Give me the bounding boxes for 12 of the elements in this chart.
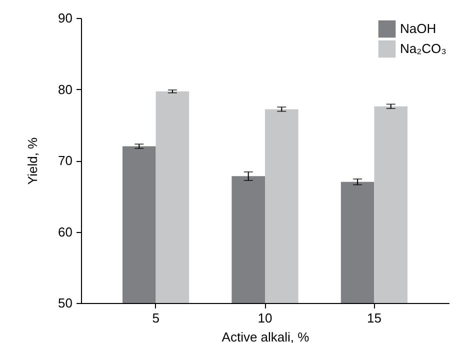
x-axis-title: Active alkali, % — [222, 330, 310, 343]
y-tick-label: 70 — [58, 153, 72, 168]
x-tick-label: 15 — [366, 310, 382, 326]
x-tick-label: 10 — [258, 310, 272, 326]
legend-label: Na₂CO₃ — [400, 41, 446, 56]
y-tick-label: 60 — [58, 224, 72, 240]
y-axis-title: Yield, % — [25, 136, 40, 185]
x-tick-label: 5 — [152, 310, 160, 326]
y-tick-label: 50 — [58, 296, 72, 310]
legend-label: NaOH — [400, 21, 436, 36]
y-tick-label: 80 — [58, 82, 72, 97]
y-tick-label: 90 — [58, 10, 72, 26]
